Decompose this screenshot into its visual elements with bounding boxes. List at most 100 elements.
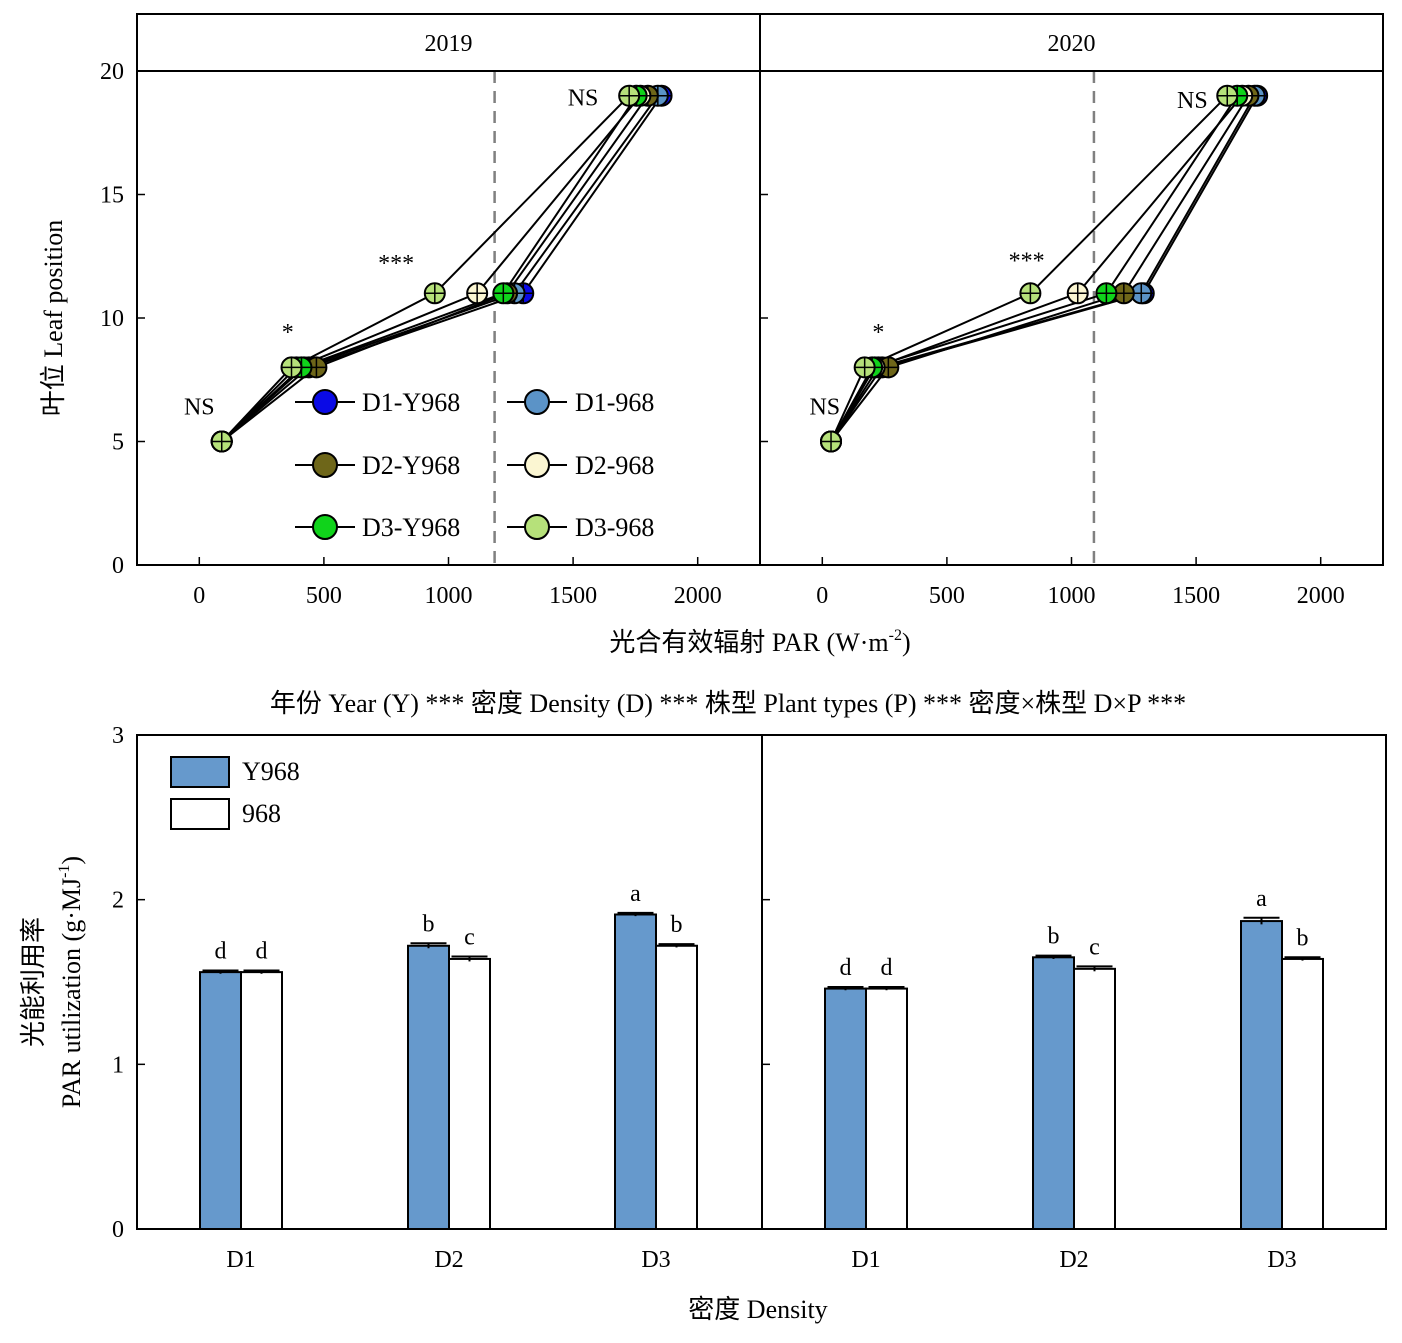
significance-annotation: *: [282, 320, 294, 346]
bar-y-tick-label: 1: [112, 1052, 124, 1078]
bar-Y968-D2-2019: [407, 944, 450, 1230]
bar-significance-letter: b: [1297, 925, 1309, 951]
line-x-tick-label: 500: [306, 583, 342, 609]
significance-annotation: NS: [568, 86, 599, 112]
line-plot-area-2019: NS****NS: [184, 71, 673, 565]
series-line-D1-968-2020: [830, 95, 1256, 443]
bar-significance-letter: d: [840, 955, 852, 981]
legend-marker-D1-968: [524, 389, 550, 415]
legend-marker-D1-Y968: [312, 389, 338, 415]
bar-968-D1-2019: [240, 971, 283, 1230]
bar-Y968-D1-2019: [199, 971, 242, 1230]
legend-swatch-968: [170, 798, 230, 830]
bar-significance-letter: b: [671, 912, 683, 938]
line-x-axis-label-main: 光合有效辐射 PAR (W·m: [609, 628, 888, 657]
legend-marker-D2-Y968: [312, 452, 338, 478]
series-line-D3-968-2020: [830, 94, 1228, 442]
bar-significance-letter: b: [423, 911, 435, 937]
series-line-D2-Y968-2020: [830, 95, 1250, 443]
line-x-tick-label: 1000: [425, 583, 473, 609]
line-x-tick-label: 0: [193, 583, 205, 609]
bar-Y968-D2-2020: [1032, 956, 1075, 1230]
bar-chart-axes: 0 1 2 3 D1 D1 D2 D2 D3 D3: [112, 723, 1387, 1273]
line-x-tick-label: 2000: [674, 583, 722, 609]
bar-x-tick-label-D3: D3: [1267, 1247, 1296, 1273]
line-y-axis-label: 叶位 Leaf position: [39, 220, 68, 416]
line-y-tick-label: 5: [112, 430, 124, 456]
legend-label-D2-Y968: D2-Y968: [362, 451, 460, 480]
bar-x-tick-label-D3: D3: [641, 1247, 670, 1273]
legend-marker-D3-968: [524, 514, 550, 540]
bar-significance-letter: d: [881, 955, 893, 981]
bar-y-axis-label-line1: 光能利用率: [19, 917, 48, 1047]
significance-annotation: ***: [1009, 249, 1045, 275]
panel-header-2020: 2020: [1048, 31, 1096, 57]
legend-label-D3-968: D3-968: [575, 513, 654, 542]
bar-Y968-D3-2019: [614, 913, 657, 1231]
legend-label-Y968: Y968: [242, 757, 300, 786]
anova-header: 年份 Year (Y) *** 密度 Density (D) *** 株型 Pl…: [270, 689, 1186, 718]
bar-x-tick-label-D2: D2: [434, 1247, 463, 1273]
significance-annotation: NS: [1177, 88, 1208, 114]
legend-marker-D3-Y968: [312, 514, 338, 540]
bar-x-tick-label-D1: D1: [226, 1247, 255, 1273]
series-line-D2-968-2019: [221, 95, 642, 443]
legend-swatch-Y968: [170, 756, 230, 788]
bar-significance-letter: c: [464, 924, 475, 950]
line-x-tick-label: 1500: [1172, 583, 1220, 609]
line-x-tick-label: 500: [929, 583, 965, 609]
bar-y-tick-label: 2: [112, 888, 124, 914]
bar-Y968-D3-2020: [1240, 920, 1283, 1230]
legend-label-D3-Y968: D3-Y968: [362, 513, 460, 542]
bar-significance-letter: d: [256, 938, 268, 964]
legend-label-D1-968: D1-968: [575, 388, 654, 417]
bar-968-D3-2020: [1281, 957, 1324, 1230]
bar-plot-area: d b a d c b d b a d c b: [199, 881, 1324, 1231]
bar-968-D1-2020: [865, 987, 908, 1230]
bar-significance-letter: a: [1256, 886, 1267, 912]
series-line-D1-Y968-2019: [221, 95, 663, 443]
bar-chart-legend: Y968 968: [170, 756, 300, 830]
bar-968-D2-2020: [1073, 967, 1116, 1230]
line-x-tick-label: 0: [816, 583, 828, 609]
line-x-axis-label-end: ): [902, 628, 911, 657]
bar-significance-letter: d: [215, 938, 227, 964]
line-y-tick-label: 20: [100, 59, 124, 85]
bar-x-tick-label-D2: D2: [1059, 1247, 1088, 1273]
line-y-tick-label: 10: [100, 306, 124, 332]
line-chart-legend: D1-Y968 D1-968 D2-Y968 D2-968 D3-Y968 D3-968: [295, 388, 654, 542]
bar-chart: d b a d c b d b a d c b 0 1 2 3 D1 D1 D2 D2 D3 D3 Y968 968 光能…: [19, 723, 1387, 1324]
series-line-D3-Y968-2020: [830, 95, 1239, 442]
line-x-tick-label: 1000: [1048, 583, 1096, 609]
bar-significance-letter: b: [1048, 924, 1060, 950]
significance-annotation: *: [872, 320, 884, 346]
significance-annotation: ***: [378, 251, 414, 277]
legend-label-D2-968: D2-968: [575, 451, 654, 480]
series-line-D2-Y968-2019: [221, 95, 649, 443]
bar-y-axis-label-end: ): [57, 856, 86, 865]
legend-label-D1-Y968: D1-Y968: [362, 388, 460, 417]
significance-annotation: NS: [184, 394, 215, 420]
line-x-tick-label: 1500: [549, 583, 597, 609]
bar-Y968-D1-2020: [824, 987, 867, 1230]
bar-significance-letter: c: [1089, 934, 1100, 960]
bar-968-D3-2019: [655, 944, 698, 1230]
significance-annotation: NS: [809, 394, 840, 420]
line-x-tick-label: 2000: [1297, 583, 1345, 609]
series-line-D3-968-2019: [220, 94, 630, 443]
bar-y-tick-label: 0: [112, 1217, 124, 1243]
legend-marker-D2-968: [524, 452, 550, 478]
panel-header-2019: 2019: [425, 31, 473, 57]
line-x-axis-label-sup: -2: [889, 627, 902, 644]
line-plot-area-2020: NS****NS: [809, 71, 1269, 565]
line-x-axis-label: 光合有效辐射 PAR (W·m-2): [609, 627, 910, 657]
bar-968-D2-2019: [448, 957, 491, 1230]
legend-label-968: 968: [242, 799, 281, 828]
line-y-tick-label: 15: [100, 183, 124, 209]
series-line-D2-968-2020: [830, 95, 1243, 443]
bar-significance-letter: a: [630, 881, 641, 907]
line-chart-axes: 2019 2020 0 5 10 15 20 0 500 1000 1500 2000 0 500 1000…: [100, 31, 1345, 609]
bar-x-tick-label-D1: D1: [851, 1247, 880, 1273]
